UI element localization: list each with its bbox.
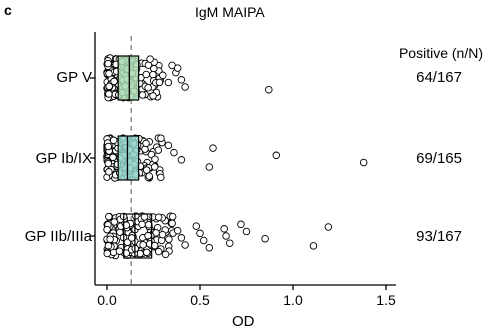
data-point <box>142 70 151 79</box>
data-point <box>149 92 157 100</box>
data-point <box>165 235 173 244</box>
outlier-point <box>168 219 176 228</box>
boxes-group <box>117 55 153 259</box>
outlier-point <box>205 243 214 252</box>
outlier-point <box>209 144 217 152</box>
outlier-point <box>265 85 273 94</box>
positive-value-gp-ib-ix: 69/165 <box>416 150 462 167</box>
data-point <box>104 159 113 168</box>
data-point <box>154 213 163 221</box>
outlier-point <box>309 242 318 250</box>
category-label-gp-v: GP V <box>56 69 92 86</box>
data-point <box>150 163 159 171</box>
data-point <box>106 235 114 244</box>
outlier-point <box>177 156 186 164</box>
data-point <box>105 212 113 221</box>
data-point <box>103 225 111 234</box>
data-point <box>103 249 111 258</box>
data-point <box>145 172 153 180</box>
outlier-point <box>237 220 245 229</box>
panel-letter: c <box>4 2 12 18</box>
box-0 <box>117 55 140 101</box>
data-point <box>122 249 131 257</box>
data-point <box>105 69 113 78</box>
outlier-point <box>192 222 201 230</box>
outlier-point <box>173 226 182 235</box>
data-point <box>115 247 124 255</box>
outlier-point <box>177 234 186 242</box>
data-point <box>146 55 154 63</box>
data-point <box>110 218 119 226</box>
x-axis-title: OD <box>232 313 255 330</box>
data-point <box>151 155 159 163</box>
data-point <box>157 134 165 142</box>
positive-value-gp-v: 64/167 <box>416 69 462 86</box>
outlier-point <box>261 234 269 243</box>
outlier-point <box>242 227 251 236</box>
data-point <box>168 212 177 221</box>
box-1 <box>117 135 140 181</box>
data-point <box>109 153 117 162</box>
data-point <box>138 91 147 99</box>
outlier-point <box>170 148 178 157</box>
data-point <box>104 241 113 250</box>
data-point <box>104 59 112 68</box>
x-tick-label: 1.0 <box>283 292 303 308</box>
x-tick-label: 1.5 <box>376 292 396 308</box>
box-2 <box>123 213 153 259</box>
data-point <box>158 230 167 239</box>
x-tick-label: 0.0 <box>97 292 117 308</box>
outlier-point <box>359 158 368 167</box>
outlier-point <box>205 163 214 171</box>
outlier-point <box>181 241 189 249</box>
outlier-point <box>173 64 182 72</box>
outlier-point <box>199 236 208 245</box>
data-point <box>105 82 113 91</box>
data-point <box>142 139 150 148</box>
data-point <box>142 166 151 174</box>
axes <box>90 32 396 286</box>
outlier-point <box>164 141 173 150</box>
data-point <box>110 77 118 86</box>
outlier-point <box>196 229 204 238</box>
data-point <box>144 83 152 92</box>
data-point <box>150 241 159 250</box>
data-point <box>161 250 170 259</box>
outlier-point <box>159 71 167 80</box>
data-point <box>105 90 113 98</box>
chart-title: IgM MAIPA <box>195 4 265 20</box>
data-point <box>122 221 131 229</box>
data-point <box>149 70 157 79</box>
outlier-point <box>324 223 333 231</box>
category-label-gp-iib-iiia: GP IIb/IIIa <box>24 228 92 245</box>
data-point <box>104 142 113 151</box>
data-point <box>109 136 118 145</box>
outlier-point <box>181 83 189 91</box>
outlier-point <box>272 151 281 160</box>
outlier-point <box>222 232 230 240</box>
positive-column-header: Positive (n/N) <box>398 45 483 61</box>
outlier-point <box>226 239 234 247</box>
x-ticks-group: 0.0 0.5 1.0 1.5 <box>97 285 396 308</box>
category-label-gp-ib-ix: GP Ib/IX <box>35 150 92 167</box>
outlier-point <box>220 225 228 233</box>
data-point <box>142 248 151 257</box>
data-point <box>154 247 163 256</box>
data-point <box>105 168 113 176</box>
data-point <box>157 173 165 182</box>
data-point <box>154 146 163 154</box>
data-point <box>155 78 164 87</box>
positive-value-gp-iib-iiia: 93/167 <box>416 228 462 245</box>
outlier-point <box>177 76 186 84</box>
outlier-point <box>164 78 173 87</box>
x-tick-label: 0.5 <box>190 292 210 308</box>
